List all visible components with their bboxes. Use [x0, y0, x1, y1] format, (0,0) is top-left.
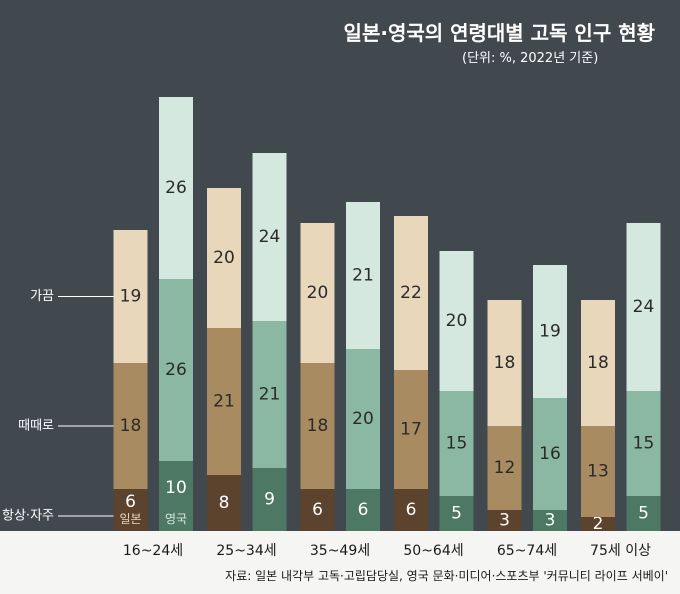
- group-label: 영국: [165, 512, 187, 526]
- bar-segment: [626, 391, 661, 496]
- source-note: 자료: 일본 내각부 고독·고립담당실, 영국 문화·미디어·스포츠부 '커뮤니…: [225, 569, 668, 583]
- bar-value-label: 6: [406, 500, 417, 520]
- bar-segment: [533, 398, 567, 510]
- bar-value-label: 24: [259, 227, 281, 247]
- x-axis-categories: 16~24세 25~34세 35~49세 50~64세 65~74세 75세 이상: [123, 543, 651, 559]
- bar-segment: [300, 489, 335, 531]
- bar-value-label: 15: [633, 434, 655, 454]
- bar-value-label: 20: [213, 248, 235, 268]
- bar-segment: [113, 230, 148, 363]
- bar-segment: [300, 363, 335, 489]
- bar-segment: [346, 349, 380, 489]
- bars-layer: 61819일본102626영국8212092124618206202161722…: [113, 97, 661, 534]
- bar-value-label: 17: [400, 420, 422, 440]
- bar-segment: [300, 223, 335, 363]
- bar-segment: [346, 489, 380, 531]
- legend-label: 가끔: [30, 289, 54, 304]
- bar-segment: [113, 363, 148, 489]
- bar-segment: [581, 426, 615, 517]
- chart-title: 일본·영국의 연령대별 고독 인구 현황: [344, 21, 656, 45]
- chart-subtitle: (단위: %, 2022년 기준): [462, 51, 598, 66]
- bar-segment: [252, 321, 287, 468]
- legend-label: 때때로: [18, 419, 54, 434]
- bar-segment: [252, 468, 287, 531]
- bar-value-label: 18: [587, 353, 609, 373]
- bar-value-label: 26: [165, 178, 187, 198]
- bar-value-label: 5: [638, 504, 649, 524]
- bar-segment: [159, 97, 193, 279]
- bar-value-label: 21: [213, 392, 235, 412]
- bar-segment: [394, 370, 428, 489]
- bar-segment: [252, 153, 287, 321]
- bar-segment: [626, 223, 661, 391]
- group-label: 일본: [119, 512, 141, 526]
- bar-value-label: 6: [125, 492, 136, 512]
- legend-label: 항상·자주: [2, 509, 54, 524]
- bottom-band: [0, 531, 680, 594]
- bar-segment: [487, 510, 522, 531]
- bar-segment: [439, 496, 474, 531]
- bar-value-label: 19: [539, 322, 561, 342]
- bar-segment: [439, 251, 474, 391]
- bar-value-label: 21: [259, 385, 281, 405]
- bar-value-label: 12: [494, 458, 516, 478]
- bar-value-label: 18: [120, 416, 142, 436]
- bar-value-label: 9: [264, 490, 275, 510]
- bar-segment: [626, 496, 661, 531]
- bar-value-label: 8: [219, 493, 230, 513]
- bar-segment: [581, 300, 615, 426]
- bar-segment: [487, 300, 522, 426]
- bar-value-label: 15: [446, 434, 468, 454]
- bar-segment: [394, 216, 428, 370]
- bar-value-label: 2: [593, 514, 604, 534]
- category-label: 50~64세: [403, 543, 463, 559]
- bar-value-label: 13: [587, 462, 609, 482]
- bar-value-label: 22: [400, 283, 422, 303]
- bar-segment: [533, 265, 567, 398]
- bar-segment: [113, 489, 148, 531]
- category-label: 35~49세: [310, 543, 370, 559]
- category-label: 65~74세: [497, 543, 557, 559]
- bar-segment: [207, 475, 241, 531]
- bar-segment: [439, 391, 474, 496]
- category-label: 25~34세: [216, 543, 276, 559]
- bar-segment: [346, 202, 380, 349]
- bar-value-label: 21: [352, 266, 374, 286]
- category-label: 16~24세: [123, 543, 183, 559]
- bar-value-label: 26: [165, 360, 187, 380]
- bar-segment: [159, 461, 193, 531]
- bar-segment: [487, 426, 522, 510]
- bar-value-label: 18: [307, 416, 329, 436]
- bar-segment: [533, 510, 567, 531]
- bar-segment: [207, 188, 241, 328]
- bar-segment: [394, 489, 428, 531]
- bar-value-label: 20: [352, 409, 374, 429]
- bar-value-label: 3: [545, 511, 556, 531]
- bar-value-label: 10: [165, 478, 187, 498]
- bar-value-label: 20: [307, 283, 329, 303]
- bar-value-label: 18: [494, 353, 516, 373]
- category-label: 75세 이상: [590, 543, 651, 559]
- bar-value-label: 19: [120, 287, 142, 307]
- bar-value-label: 20: [446, 311, 468, 331]
- bar-value-label: 6: [312, 500, 323, 520]
- bar-segment: [159, 279, 193, 461]
- bar-segment: [581, 517, 615, 531]
- bar-segment: [207, 328, 241, 475]
- bar-value-label: 16: [539, 444, 561, 464]
- bar-value-label: 24: [633, 297, 655, 317]
- bar-value-label: 5: [451, 504, 462, 524]
- bar-value-label: 6: [358, 500, 369, 520]
- bar-value-label: 3: [499, 511, 510, 531]
